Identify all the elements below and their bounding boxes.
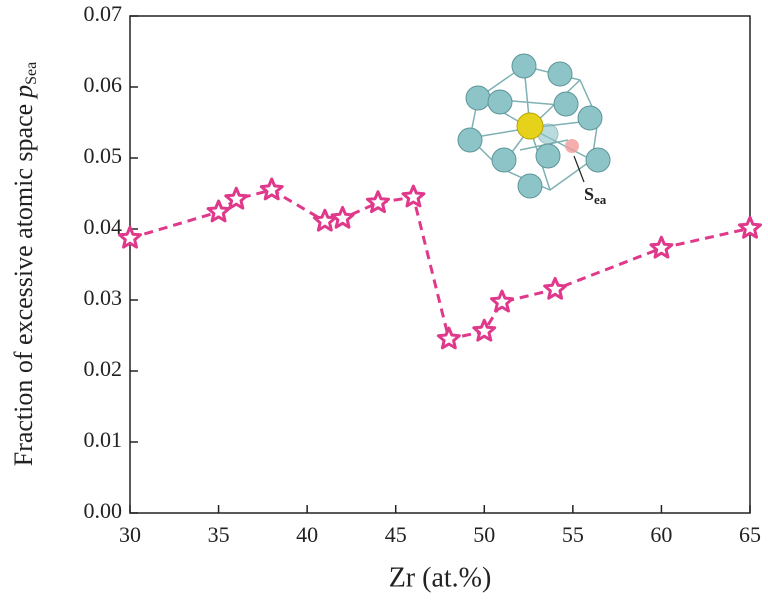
y-tick-label: 0.01 [84, 427, 123, 452]
data-point [436, 326, 461, 350]
data-point [490, 289, 514, 313]
x-axis-label: Zr (at.%) [389, 562, 492, 593]
data-point [206, 199, 231, 223]
data-point [330, 205, 355, 229]
data-point [312, 208, 337, 232]
y-label-symbol: p [9, 85, 38, 100]
y-tick-label: 0.03 [84, 285, 123, 310]
y-tick-label: 0.06 [84, 72, 123, 97]
data-point [401, 184, 426, 208]
x-tick-label: 35 [208, 522, 230, 547]
x-tick-label: 55 [562, 522, 584, 547]
x-tick-label: 50 [473, 522, 495, 547]
data-point [259, 177, 284, 201]
inset-label-main: S [584, 184, 594, 204]
data-point [472, 318, 497, 342]
x-tick-label: 60 [650, 522, 672, 547]
y-tick-label: 0.02 [84, 356, 123, 381]
y-axis-label: Fraction of excessive atomic space pSea [9, 62, 40, 467]
data-point [649, 235, 674, 259]
x-tick-label: 30 [119, 522, 141, 547]
x-tick-label: 40 [296, 522, 318, 547]
data-point [224, 186, 249, 210]
plot-frame [129, 15, 751, 514]
inset-structure: Sea [457, 53, 611, 207]
inset-label: Sea [584, 184, 607, 207]
y-label-subscript: Sea [23, 62, 40, 85]
y-tick-label: 0.00 [84, 498, 123, 523]
y-tick-label: 0.04 [84, 214, 123, 239]
x-tick-label: 45 [385, 522, 407, 547]
y-label-text: Fraction of excessive atomic space [9, 104, 38, 466]
y-tick-label: 0.07 [84, 1, 123, 26]
data-point [366, 190, 390, 214]
data-point [738, 215, 762, 239]
inset-label-sub: ea [594, 192, 607, 207]
y-tick-label: 0.05 [84, 143, 123, 168]
data-point [543, 276, 568, 300]
x-tick-label: 65 [739, 522, 761, 547]
data-point [118, 225, 142, 249]
